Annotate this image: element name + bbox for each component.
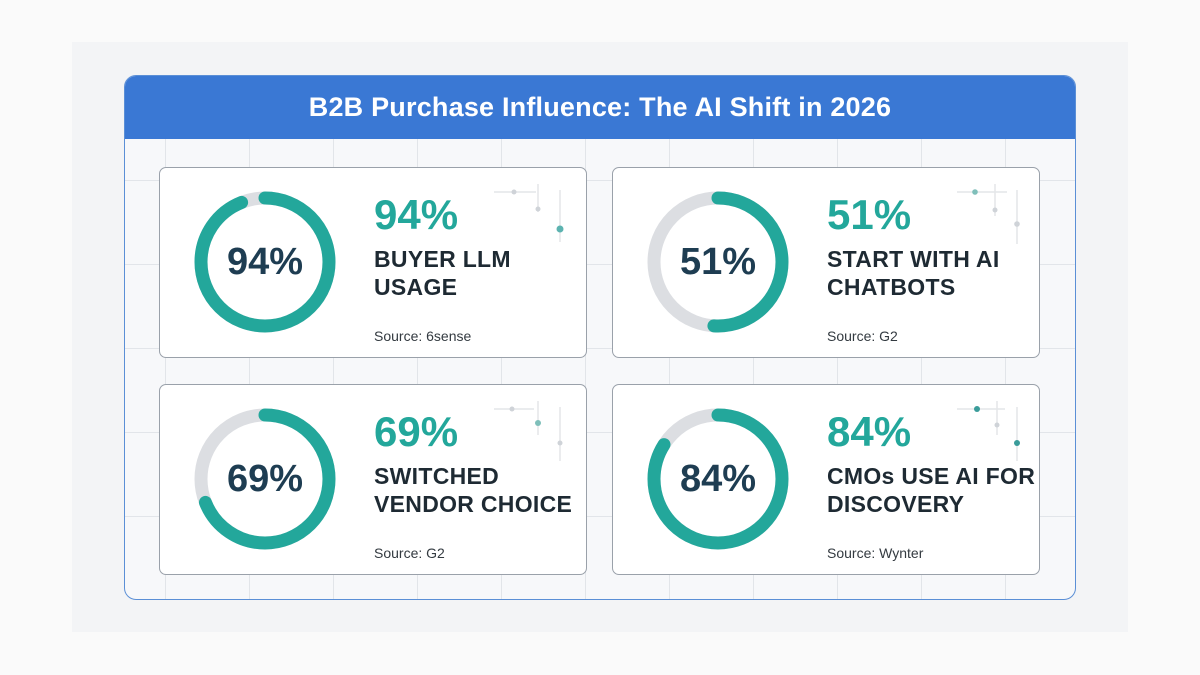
donut-arc [194, 191, 336, 333]
source-text: Source: G2 [827, 328, 898, 344]
donut-svg [647, 191, 789, 333]
donut-chart: 69% [190, 404, 340, 554]
stat-value: 84% [827, 408, 912, 455]
stat-label: BUYER LLM USAGE [374, 246, 511, 300]
donut-center-value: 84% [679, 457, 757, 500]
source-text: Source: 6sense [374, 328, 472, 344]
donut-arc [647, 408, 789, 550]
donut-center-value: 94% [226, 240, 304, 283]
stat-card: 94% 94% BUYER LLM USAGE Source: 6sense [159, 167, 587, 358]
decorative-dots-icon [957, 401, 1020, 461]
donut-svg [647, 408, 789, 550]
stat-value: 94% [374, 191, 459, 238]
stat-label: START WITH AI CHATBOTS [827, 246, 1000, 300]
stat-label: CMOs USE AI FOR DISCOVERY [827, 463, 1036, 517]
donut-arc [194, 408, 336, 550]
header-bar: B2B Purchase Influence: The AI Shift in … [125, 76, 1075, 139]
stat-value: 69% [374, 408, 459, 455]
donut-svg [194, 408, 336, 550]
stat-card: 51% 51% START WITH AI CHATBOTS Source: G… [612, 167, 1040, 358]
donut-chart: 51% [643, 187, 793, 337]
donut-arc [647, 191, 789, 333]
decorative-dots-icon [494, 184, 564, 242]
source-text: Source: Wynter [827, 545, 924, 561]
infographic-panel: B2B Purchase Influence: The AI Shift in … [124, 75, 1076, 600]
donut-chart: 94% [190, 187, 340, 337]
donut-chart: 84% [643, 404, 793, 554]
page-title: B2B Purchase Influence: The AI Shift in … [308, 92, 892, 122]
decorative-dots-icon [494, 401, 563, 461]
donut-center-value: 69% [226, 457, 304, 500]
source-text: Source: G2 [374, 545, 445, 561]
stat-value: 51% [827, 191, 912, 238]
donut-svg [194, 191, 336, 333]
stat-card: 69% 69% SWITCHED VENDOR CHOICE Source: G… [159, 384, 587, 575]
donut-center-value: 51% [679, 240, 757, 283]
stat-label: SWITCHED VENDOR CHOICE [374, 463, 573, 517]
decorative-dots-icon [957, 184, 1020, 244]
stat-card: 84% 84% CMOs USE AI FOR DISCOVERY Source… [612, 384, 1040, 575]
